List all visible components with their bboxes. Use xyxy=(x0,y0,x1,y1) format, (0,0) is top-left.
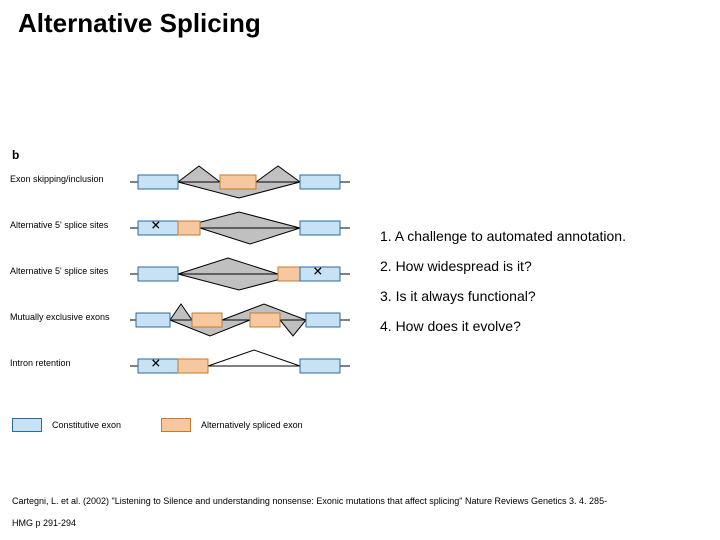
legend-swatch-constitutive xyxy=(12,418,42,432)
exon-constitutive xyxy=(138,175,178,189)
legend-item: Alternatively spliced exon xyxy=(161,418,303,432)
splice-arc xyxy=(280,320,306,336)
x-mark-icon: × xyxy=(313,261,323,280)
splice-arc xyxy=(178,258,278,274)
question-item: 3. Is it always functional? xyxy=(380,288,626,304)
splice-arc xyxy=(256,166,300,182)
exon-alternative xyxy=(220,175,256,189)
exon-alternative xyxy=(250,313,280,327)
exon-constitutive xyxy=(300,359,340,373)
page-title: Alternative Splicing xyxy=(18,8,261,39)
splice-row xyxy=(130,298,350,344)
x-mark-icon: × xyxy=(151,353,161,372)
question-item: 4. How does it evolve? xyxy=(380,318,626,334)
splice-arc xyxy=(170,304,192,320)
splice-arc xyxy=(178,166,220,182)
question-item: 2. How widespread is it? xyxy=(380,258,626,274)
exon-constitutive xyxy=(138,267,178,281)
splice-row xyxy=(130,206,350,252)
row-label: Mutually exclusive exons xyxy=(10,312,124,322)
exon-constitutive xyxy=(300,221,340,235)
questions-list: 1. A challenge to automated annotation. 2… xyxy=(380,228,626,348)
citation-line: Cartegni, L. et al. (2002) "Listening to… xyxy=(12,490,607,512)
exon-constitutive xyxy=(136,313,170,327)
exon-alternative xyxy=(278,267,300,281)
row-label: Alternative 5' splice sites xyxy=(10,220,124,230)
splicing-diagram: Exon skipping/inclusion Alternative 5' sp… xyxy=(10,160,380,415)
row-label: Exon skipping/inclusion xyxy=(10,174,124,184)
row-label: Alternative 5' splice sites xyxy=(10,266,124,276)
splice-arc xyxy=(200,228,300,244)
legend-label: Constitutive exon xyxy=(52,420,121,430)
splice-row xyxy=(130,160,350,206)
question-item: 1. A challenge to automated annotation. xyxy=(380,228,626,244)
legend-swatch-alternative xyxy=(161,418,191,432)
exon-alternative xyxy=(192,313,222,327)
citation-line: HMG p 291-294 xyxy=(12,512,607,534)
splice-arc xyxy=(208,350,300,366)
exon-alternative xyxy=(178,359,208,373)
splice-row xyxy=(130,344,350,390)
row-label: Intron retention xyxy=(10,358,124,368)
exon-constitutive xyxy=(300,175,340,189)
legend-item: Constitutive exon xyxy=(12,418,121,432)
legend-label: Alternatively spliced exon xyxy=(201,420,303,430)
legend: Constitutive exon Alternatively spliced e… xyxy=(12,418,343,434)
slide: { "title": { "text": "Alternative Splici… xyxy=(0,0,720,540)
exon-alternative xyxy=(178,221,200,235)
x-mark-icon: × xyxy=(151,215,161,234)
exon-constitutive xyxy=(306,313,340,327)
citation: Cartegni, L. et al. (2002) "Listening to… xyxy=(12,490,607,534)
